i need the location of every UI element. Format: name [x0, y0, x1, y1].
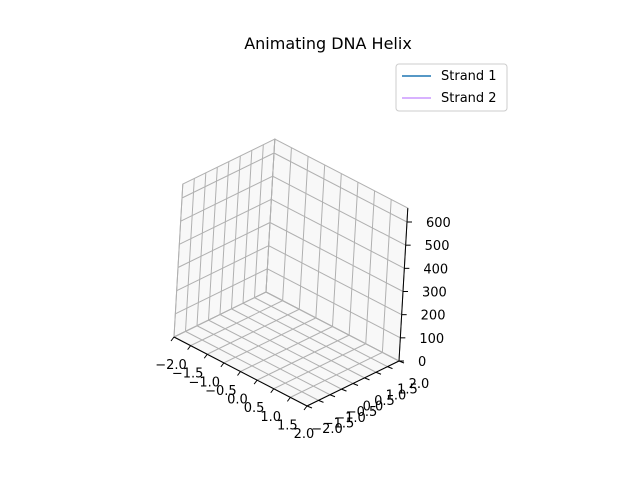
z-tick-label: 300	[422, 286, 447, 301]
grid-line-y-side	[242, 150, 253, 304]
y-tick-mark	[341, 388, 347, 392]
y-tick-label: 1.0	[386, 388, 407, 403]
z-tick-label: 0	[418, 355, 426, 370]
grid-line-z-back	[272, 175, 406, 246]
grid-line-y-side	[173, 184, 184, 338]
z-tick-label: 600	[426, 216, 451, 231]
y-tick-mark	[375, 371, 382, 375]
grid-line-x-back	[298, 156, 309, 310]
grid-line-y-side	[196, 172, 207, 326]
x-tick-label: 0.0	[227, 393, 248, 408]
y-tick-mark	[329, 394, 336, 398]
y-tick-label: 1.5	[397, 383, 418, 398]
grid-line-z-side	[179, 198, 272, 245]
grid-line-y-floor	[196, 325, 331, 396]
grid-line-y-floor	[208, 319, 342, 390]
z-axis-line	[398, 208, 409, 362]
grid-line-x-back	[365, 190, 376, 344]
x-tick-mark	[270, 388, 275, 394]
legend: Strand 1 Strand 2	[395, 63, 508, 112]
grid-line-y-floor	[231, 308, 365, 379]
x-tick-mark	[286, 397, 291, 402]
x-tick-label: −1.0	[188, 375, 220, 390]
x-tick-label: −1.5	[172, 367, 204, 382]
grid-line-z-back	[268, 245, 402, 316]
x-tick-label: −2.0	[155, 358, 187, 373]
x-tick-mark	[303, 405, 308, 411]
y-tick-label: 0.0	[363, 400, 384, 415]
grid-line-y-floor	[254, 297, 388, 368]
x-tick-label: 0.5	[244, 401, 265, 416]
grid-line-y-side	[231, 155, 241, 309]
grid-line-z-side	[180, 175, 273, 222]
axes-panes	[172, 138, 409, 407]
y-tick-label: −1.0	[334, 411, 366, 426]
grid-line-y-side	[265, 139, 276, 293]
y-tick-mark	[306, 405, 313, 409]
x-tick-mark	[170, 336, 175, 342]
axis-lines	[170, 208, 412, 411]
y-tick-label: 2.0	[409, 377, 430, 392]
y-tick-mark	[387, 366, 393, 370]
grid-line-y-floor	[219, 314, 354, 384]
z-tick-label: 500	[425, 239, 450, 254]
y-tick-label: −1.5	[323, 416, 355, 431]
x-axis-tick-labels: −2.0−1.5−1.0−0.50.00.51.01.52.0	[155, 358, 314, 442]
z-tick-label: 400	[423, 262, 448, 277]
y-axis-tick-labels: −2.0−1.5−1.0−0.50.00.51.01.52.0	[311, 377, 429, 437]
grid-line-y-floor	[242, 302, 377, 373]
grid-line-z-back	[265, 291, 400, 362]
grid-line-y-floor	[185, 330, 319, 401]
grid-line-z-side	[177, 222, 271, 268]
x-tick-label: 2.0	[294, 427, 315, 442]
grid-line-z-back	[271, 198, 405, 269]
grid-line-z-side	[175, 268, 268, 315]
z-tick-label: 200	[421, 309, 446, 324]
grid-line-y-side	[208, 167, 218, 321]
grid-line-x-back	[332, 173, 342, 327]
y-tick-label: −0.5	[346, 405, 378, 420]
y-tick-label: −2.0	[311, 422, 343, 437]
x-tick-mark	[187, 345, 192, 350]
x-tick-mark	[220, 362, 225, 368]
grid-line-x-back	[348, 182, 359, 336]
grid-line-z-side	[173, 291, 267, 338]
grid-line-z-back	[269, 222, 404, 292]
grid-line-y-side	[185, 178, 195, 332]
grid-line-x-back	[381, 199, 392, 353]
chart-title: Animating DNA Helix	[244, 34, 412, 53]
legend-label-strand-2: Strand 2	[441, 91, 497, 106]
x-tick-label: 1.0	[260, 410, 281, 425]
y-tick-mark	[318, 399, 324, 403]
grid-line-x-back	[315, 164, 326, 318]
z-tick-label: 100	[419, 332, 444, 347]
y-tick-label: 0.5	[374, 394, 395, 409]
grid-line-z-back	[267, 268, 401, 339]
grid-line-y-side	[254, 144, 264, 298]
y-tick-mark	[352, 383, 359, 386]
grid-line-x-back	[282, 147, 292, 301]
y-tick-mark	[364, 377, 370, 381]
grid-line-y-side	[219, 161, 230, 315]
x-tick-mark	[237, 371, 241, 376]
grid-line-z-side	[176, 245, 269, 292]
grid-line-z-side	[181, 152, 275, 199]
x-tick-mark	[203, 353, 208, 359]
x-tick-label: 1.5	[277, 418, 298, 433]
legend-label-strand-1: Strand 1	[441, 69, 497, 84]
z-axis-tick-labels: 0 100 200 300 400 500 600	[418, 216, 451, 370]
grid-line-z-back	[273, 152, 408, 223]
x-tick-mark	[253, 379, 258, 385]
x-tick-label: −0.5	[205, 384, 237, 399]
